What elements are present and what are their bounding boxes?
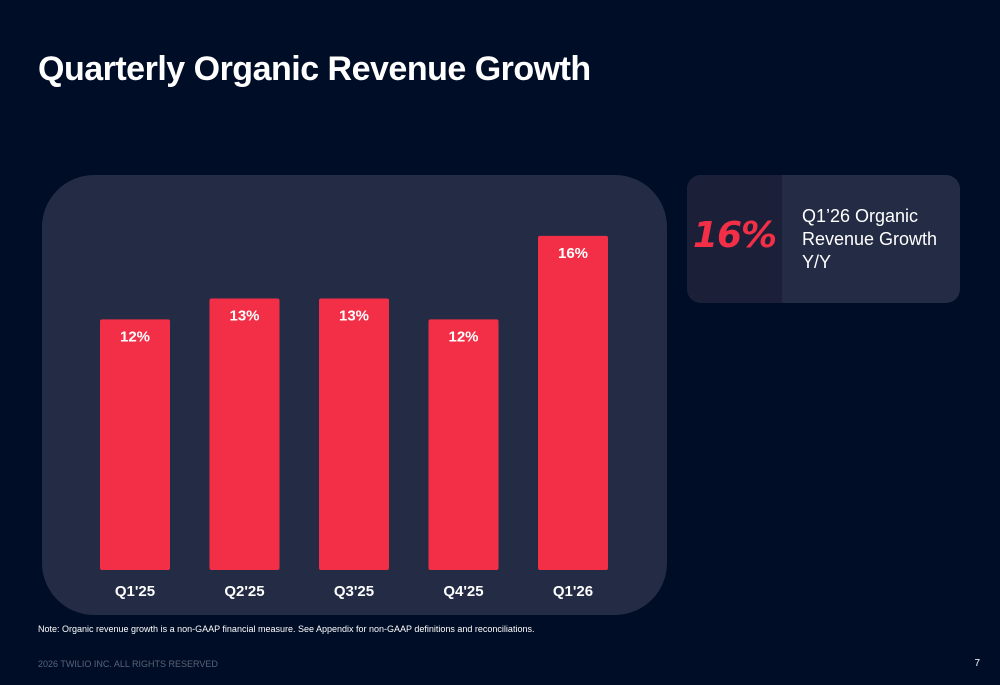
kpi-value: 16% — [692, 215, 777, 256]
bar-Q3'25 — [319, 298, 389, 570]
kpi-value-box: 16% — [687, 175, 782, 303]
bar-value-label: 12% — [448, 328, 478, 345]
page-number: 7 — [974, 658, 980, 669]
bar-Q4'25 — [428, 319, 499, 570]
x-tick-label: Q1'26 — [553, 583, 593, 600]
x-tick-label: Q1'25 — [115, 583, 155, 600]
bar-value-label: 13% — [229, 308, 259, 325]
bar-Q1'26 — [538, 235, 608, 570]
x-tick-label: Q4'25 — [443, 583, 483, 600]
footnote: Note: Organic revenue growth is a non-GA… — [38, 624, 535, 634]
bar-value-label: 12% — [120, 328, 150, 345]
bar-value-label: 16% — [558, 245, 588, 262]
x-tick-label: Q3'25 — [334, 583, 374, 600]
page-title: Quarterly Organic Revenue Growth — [38, 50, 591, 88]
bar-Q1'25 — [100, 319, 170, 570]
x-tick-label: Q2'25 — [224, 583, 264, 600]
bar-Q2'25 — [209, 298, 280, 570]
chart-panel: 12% Q1'25 13% Q2'25 13% Q3'25 12% Q4'25 16% Q1'26 — [42, 175, 667, 615]
kpi-label: Q1’26 Organic Revenue Growth Y/Y — [802, 206, 938, 272]
kpi-card: 16% Q1’26 Organic Revenue Growth Y/Y — [687, 175, 960, 303]
bar-value-label: 13% — [339, 308, 369, 325]
copyright-footer: 2026 TWILIO INC. ALL RIGHTS RESERVED — [38, 659, 218, 669]
bar-chart: 12% Q1'25 13% Q2'25 13% Q3'25 12% Q4'25 16% Q1'26 — [100, 235, 608, 600]
